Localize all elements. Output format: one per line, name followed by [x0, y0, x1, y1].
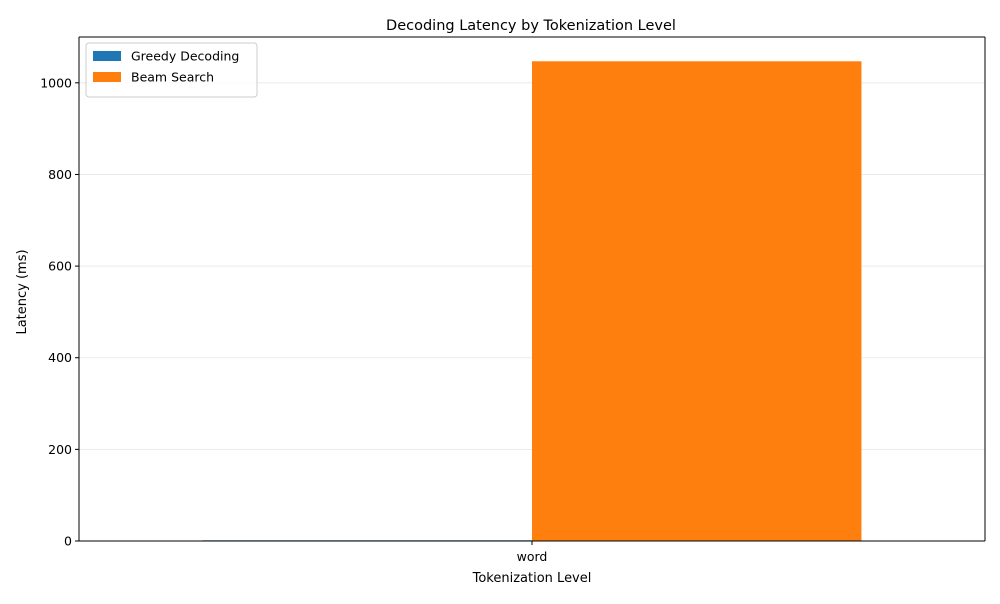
legend-swatch	[93, 51, 121, 61]
x-axis-label: Tokenization Level	[472, 571, 592, 586]
legend-label: Beam Search	[131, 70, 214, 85]
y-tick-label: 200	[48, 442, 72, 457]
bar-beam-search-word	[532, 61, 862, 542]
y-tick-label: 0	[64, 534, 72, 549]
legend-box	[85, 42, 258, 98]
y-tick-label: 400	[48, 350, 72, 365]
x-tick-label: word	[517, 549, 548, 564]
y-tick-label: 1000	[40, 75, 72, 90]
y-tick-label: 600	[48, 259, 72, 274]
legend: Greedy Decoding Beam Search	[85, 42, 258, 98]
y-axis-label: Latency (ms)	[15, 249, 30, 334]
ticks-layer: 0 200 400 600 800 1000 word	[40, 75, 547, 564]
bars-layer	[202, 61, 862, 542]
legend-label: Greedy Decoding	[131, 49, 239, 64]
legend-swatch	[93, 72, 121, 82]
y-tick-label: 800	[48, 167, 72, 182]
chart-title: Decoding Latency by Tokenization Level	[386, 18, 676, 34]
